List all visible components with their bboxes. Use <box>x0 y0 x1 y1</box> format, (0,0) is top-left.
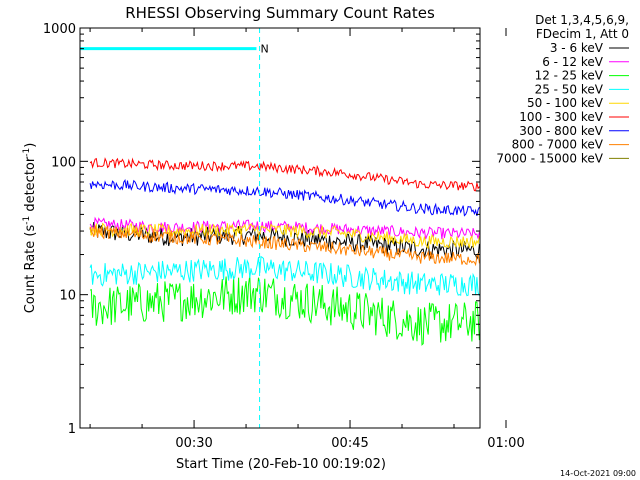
series-line-1 <box>89 216 480 240</box>
series-line-2 <box>89 275 480 346</box>
y-tick-label: 100 <box>51 155 76 170</box>
x-tick-label: 00:30 <box>175 436 212 451</box>
legend-title-line-1: Det 1,3,4,5,6,9, <box>535 13 629 27</box>
legend-entry-label: 3 - 6 keV <box>550 41 604 55</box>
legend-entry-label: 25 - 50 keV <box>535 82 604 96</box>
y-tick-label: 10 <box>59 289 76 304</box>
series-line-5 <box>89 157 480 192</box>
x-axis-label: Start Time (20-Feb-10 00:19:02) <box>176 457 386 472</box>
series-line-7 <box>89 224 480 267</box>
series-layer <box>89 157 480 346</box>
footer-timestamp: 14-Oct-2021 09:00 <box>560 469 636 478</box>
marker-layer: N <box>80 28 269 428</box>
legend-entry-label: 100 - 300 keV <box>519 110 603 124</box>
legend-entry-label: 7000 - 15000 keV <box>496 151 603 165</box>
y-axis-label: Count Rate (s-1 detector-1) <box>22 143 38 314</box>
legend-entry-label: 12 - 25 keV <box>535 69 604 83</box>
series-line-3 <box>89 255 480 297</box>
legend-entry-label: 6 - 12 keV <box>542 55 604 69</box>
y-tick-label: 1000 <box>43 22 76 37</box>
series-line-4 <box>89 222 480 250</box>
chart-title: RHESSI Observing Summary Count Rates <box>125 4 435 22</box>
series-line-6 <box>89 178 480 217</box>
plot-frame <box>79 27 481 429</box>
flag-label-0: N <box>260 43 268 56</box>
x-tick-label: 00:45 <box>331 436 368 451</box>
legend-entry-label: 300 - 800 keV <box>519 124 603 138</box>
legend-entry-label: 800 - 7000 keV <box>512 138 604 152</box>
legend-title-line-2: FDecim 1, Att 0 <box>536 27 629 41</box>
y-tick-label: 1 <box>68 422 76 437</box>
legend: Det 1,3,4,5,6,9, FDecim 1, Att 0 3 - 6 k… <box>496 13 629 165</box>
legend-entry-label: 50 - 100 keV <box>527 96 604 110</box>
x-tick-label: 01:00 <box>487 436 524 451</box>
